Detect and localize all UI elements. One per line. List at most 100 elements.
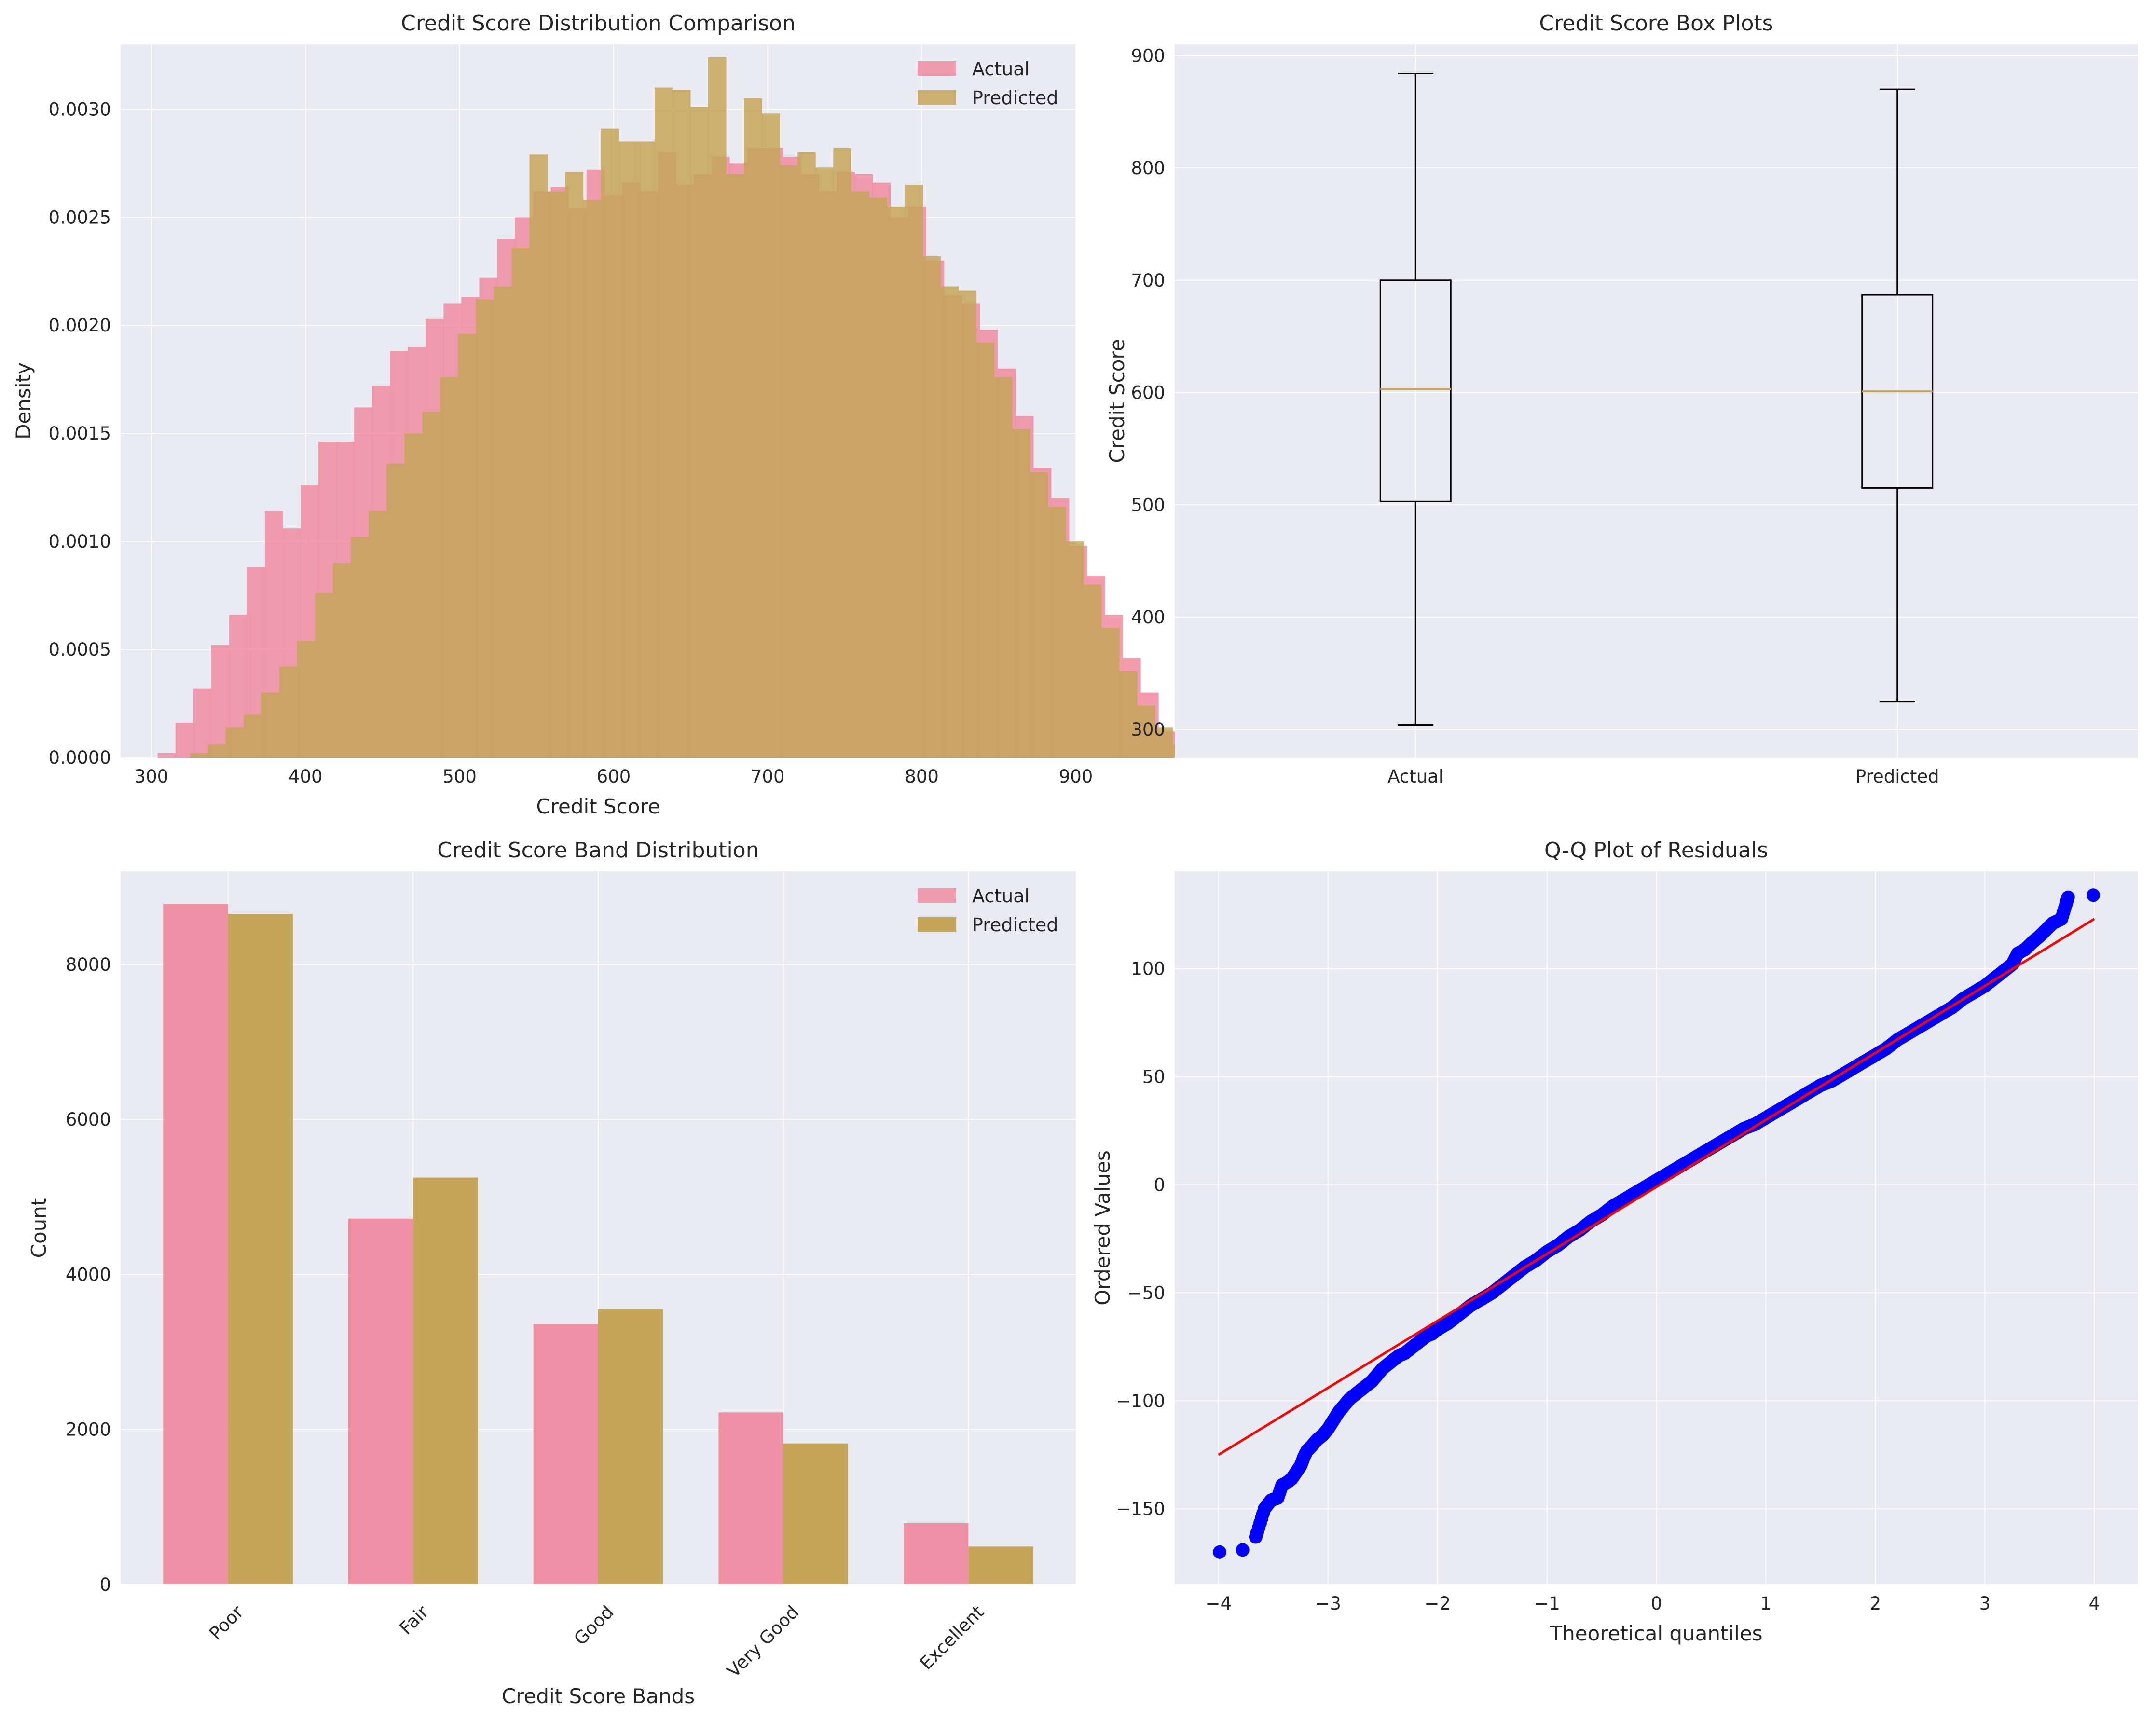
histogram-bar [386,463,405,758]
y-tick-label: 800 [1131,158,1165,179]
x-tick-label: 4 [2088,1593,2100,1614]
y-tick-label: 700 [1131,270,1165,291]
histogram-bar [1083,584,1102,758]
bar [533,1324,598,1584]
histogram-bar [780,165,798,758]
band-bar-ylabel: Count [27,1198,51,1258]
y-tick-label: −50 [1127,1282,1165,1303]
histogram-bar [458,334,476,758]
legend-swatch-predicted [918,917,956,932]
y-tick-label: 0 [1154,1174,1165,1195]
histogram-ylabel: Density [12,362,35,440]
x-tick-label: 0 [1651,1593,1662,1614]
bar [598,1309,663,1584]
histogram-bar [636,141,655,758]
x-tick-label: Predicted [1855,766,1939,787]
band-bar-title: Credit Score Band Distribution [437,838,759,863]
histogram-bar [905,185,923,758]
y-tick-label: 600 [1131,383,1165,403]
histogram-xlabel: Credit Score [536,795,660,818]
qq-xlabel: Theoretical quantiles [1549,1622,1762,1645]
histogram-bar [869,197,887,758]
y-tick-label: 100 [1131,959,1165,979]
histogram-bar [279,666,298,758]
series-predicted [190,57,1209,758]
histogram-panel: Credit Score Distribution Comparison Cre… [12,11,1209,818]
histogram-bar [404,433,423,758]
x-tick-label: −2 [1424,1593,1451,1614]
histogram-bar [815,167,834,758]
bar [413,1177,478,1584]
x-tick-label: 3 [1979,1593,1991,1614]
bar [904,1523,969,1584]
histogram-bar [708,57,727,758]
histogram-bar [744,98,762,758]
qq-panel: Q-Q Plot of Residuals Theoretical quanti… [1091,838,2138,1645]
histogram-bar [529,154,548,758]
x-tick-label: 700 [751,766,785,787]
histogram-bar [261,692,280,758]
y-tick-label: 50 [1142,1066,1165,1087]
histogram-bar [940,286,959,758]
bar [968,1546,1033,1584]
legend-label-predicted: Predicted [972,914,1058,936]
histogram-bar [583,200,602,758]
x-tick-label: −4 [1205,1593,1232,1614]
histogram-bar [333,563,351,758]
qq-reference-line [1218,918,2095,1456]
histogram-title: Credit Score Distribution Comparison [401,11,796,36]
x-tick-label: 300 [135,766,169,787]
y-tick-label: 0.0025 [49,207,111,228]
histogram-bar [958,290,977,758]
legend-swatch-predicted [918,90,956,105]
x-tick-label: 2 [1870,1593,1881,1614]
histogram-bar [476,299,494,758]
y-tick-label: 0.0030 [49,99,111,120]
legend-swatch-actual [918,888,956,903]
y-tick-label: 0.0010 [49,531,111,552]
histogram-bar [976,343,995,758]
series-actual [163,904,969,1584]
x-tick-label: −3 [1315,1593,1341,1614]
histogram-bar [207,744,226,758]
qq-point [2061,890,2075,904]
histogram-bar [1119,671,1138,758]
y-tick-label: −150 [1116,1499,1165,1519]
x-tick-label: 500 [442,766,477,787]
histogram-bar [618,141,637,758]
iqr-box [1379,279,1452,502]
qq-point [2086,888,2100,902]
histogram-bar [1030,472,1048,758]
histogram-bar [1155,727,1173,758]
x-tick-label: 800 [905,766,939,787]
histogram-bar [1137,705,1155,758]
y-tick-label: 0 [99,1574,111,1595]
x-tick-label: 1 [1760,1593,1772,1614]
histogram-bar [797,152,816,758]
y-tick-label: 0.0000 [49,747,111,768]
boxplot-panel: Credit Score Box Plots Credit Score Actu… [1105,11,2138,787]
y-tick-label: 500 [1131,495,1165,515]
histogram-bar [922,256,941,758]
box-predicted [1861,88,1934,703]
legend-label-actual: Actual [972,885,1030,907]
histogram-bar [833,148,851,758]
legend-swatch-actual [918,61,956,76]
bar [163,904,228,1584]
series-predicted [228,914,1033,1584]
y-tick-label: 300 [1131,719,1165,740]
qq-ylabel: Ordered Values [1091,1150,1114,1306]
qq-point [1213,1545,1227,1559]
histogram-bar [440,377,458,758]
histogram-bar [565,172,584,758]
histogram-bar [1047,507,1066,758]
histogram-bar [887,206,906,758]
band-bar-legend: Actual Predicted [918,885,1058,936]
histogram-bar [1012,429,1030,758]
histogram-bar [157,753,176,758]
histogram-bar [1065,541,1084,758]
y-tick-label: −100 [1116,1391,1165,1411]
x-tick-label: 900 [1059,766,1093,787]
histogram-bar [175,723,194,758]
band-bar-panel: Credit Score Band Distribution Credit Sc… [27,838,1076,1708]
